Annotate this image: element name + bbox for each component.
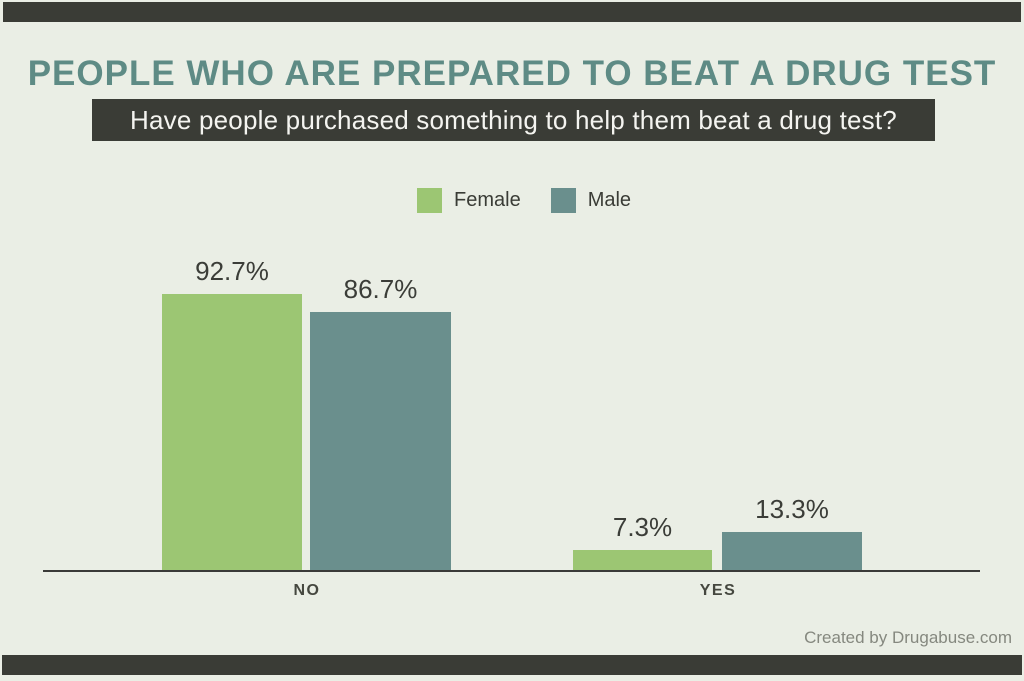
bottom-border-band bbox=[2, 655, 1022, 675]
bar-group-male-no: 86.7% bbox=[310, 212, 451, 572]
page-title: PEOPLE WHO ARE PREPARED TO BEAT A DRUG T… bbox=[27, 54, 997, 93]
value-label-male-yes: 13.3% bbox=[755, 494, 829, 524]
top-border-band bbox=[3, 2, 1021, 22]
bar-male-yes bbox=[722, 532, 862, 572]
bar-group-female-yes: 7.3% bbox=[573, 212, 712, 572]
subtitle-text: Have people purchased something to help … bbox=[130, 104, 897, 135]
value-label-male-no: 86.7% bbox=[343, 274, 418, 304]
value-label-female-yes: 7.3% bbox=[612, 512, 673, 542]
bar-female-yes bbox=[573, 550, 712, 572]
value-label-female-no: 92.7% bbox=[195, 256, 269, 286]
legend-swatch-female bbox=[417, 188, 442, 213]
subtitle-banner: Have people purchased something to help … bbox=[92, 99, 935, 141]
bar-female-no bbox=[162, 294, 302, 572]
footer-credit: Created by Drugabuse.com bbox=[804, 628, 1012, 647]
category-label-no: NO bbox=[293, 582, 321, 599]
legend-label-female: Female bbox=[454, 189, 521, 211]
legend-label-male: Male bbox=[587, 189, 632, 211]
bar-group-male-yes: 13.3% bbox=[722, 212, 862, 572]
legend-swatch-male bbox=[550, 188, 576, 213]
category-label-yes: YES bbox=[699, 582, 737, 599]
bar-male-no bbox=[310, 312, 451, 572]
bar-group-female-no: 92.7% bbox=[162, 212, 302, 572]
x-axis-line bbox=[43, 570, 980, 572]
chart-legend: Female Male bbox=[417, 188, 631, 213]
